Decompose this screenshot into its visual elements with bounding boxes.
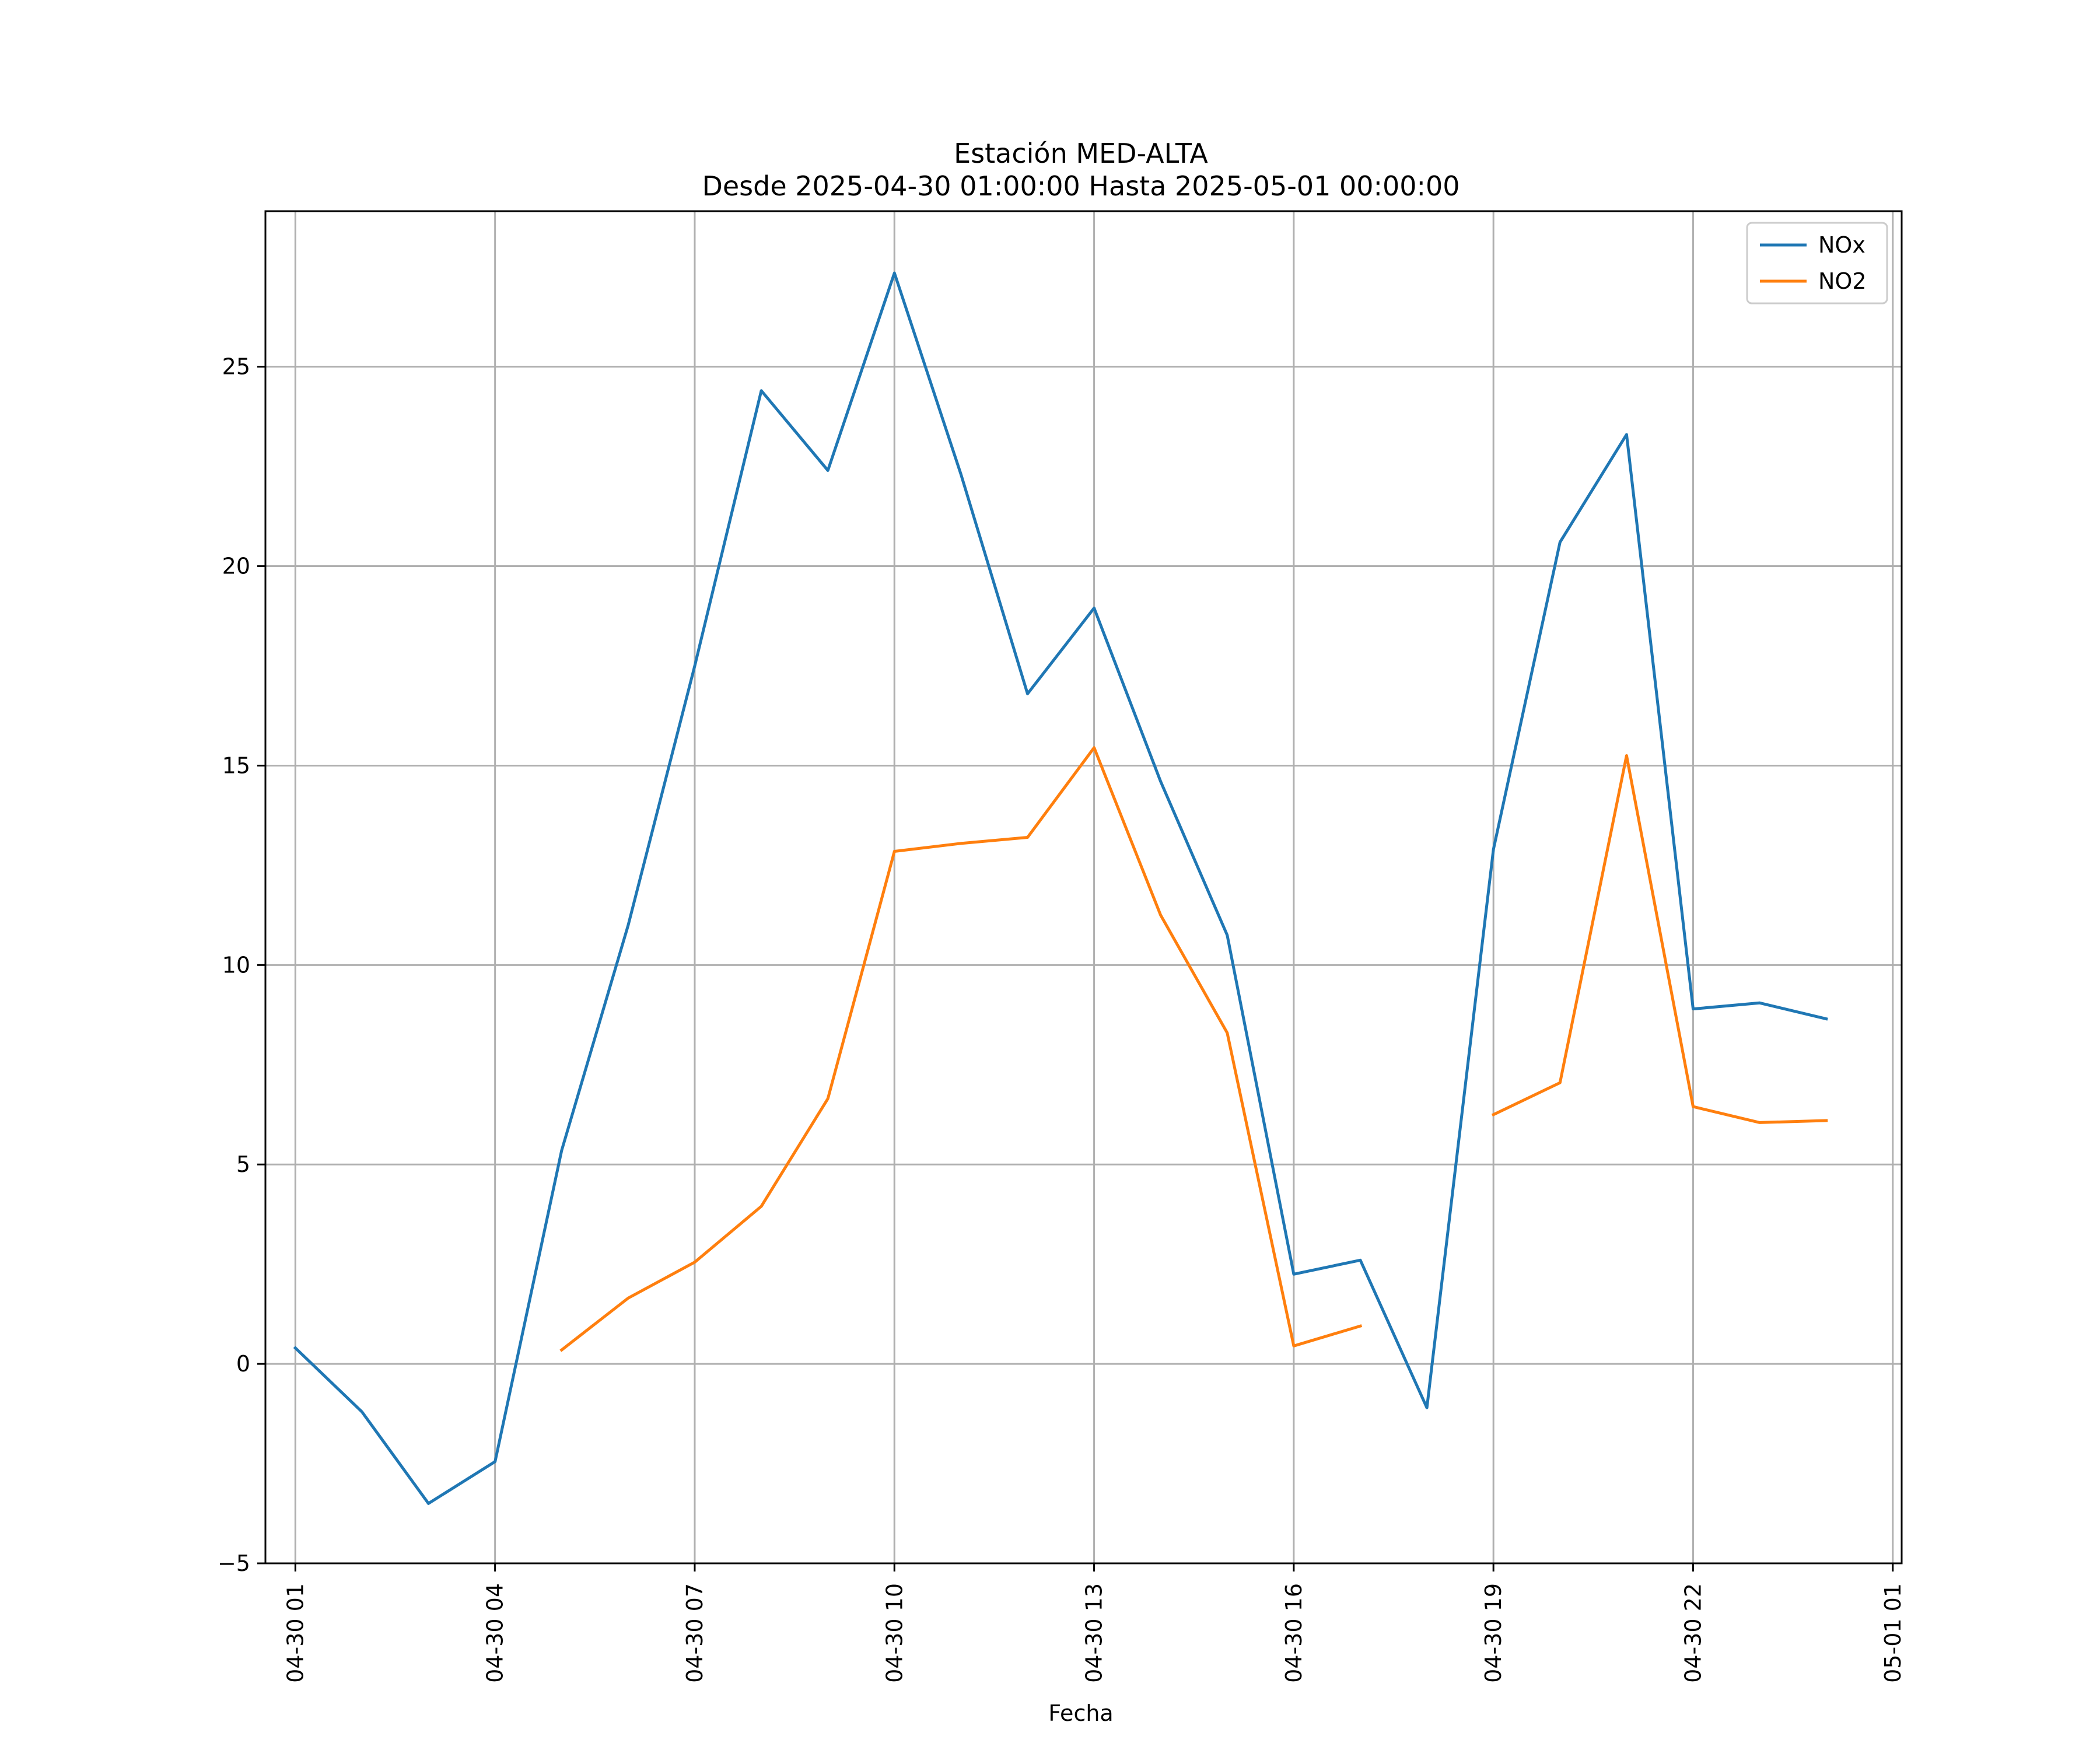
y-tick-label: 25 [222,354,250,380]
x-tick-label: 04-30 16 [1281,1583,1307,1683]
chart-title: Estación MED-ALTA [954,138,1208,169]
x-tick-label: 04-30 07 [682,1583,708,1683]
series-lines [293,271,1828,1505]
chart-subtitle: Desde 2025-04-30 01:00:00 Hasta 2025-05-… [702,170,1460,202]
y-tick-label: −5 [218,1550,250,1576]
y-tick-label: 10 [222,952,250,978]
x-tick-label: 04-30 22 [1680,1583,1706,1683]
plot-area-frame [264,210,1903,1564]
grid [265,211,1902,1564]
y-tick-label: 5 [236,1152,250,1177]
legend-label: NO2 [1818,268,1867,294]
series-line-nox [293,271,1828,1505]
legend-box [1746,222,1888,304]
x-tick-label: 04-30 01 [282,1583,308,1683]
y-tick-label: 15 [222,752,250,778]
y-axis-ticks: −5 0 5 10 15 20 25 [218,354,265,1576]
series-line-no2 [1491,754,1828,1124]
legend: NOx NO2 [1746,222,1888,304]
legend-label: NOx [1818,232,1866,258]
x-tick-label: 04-30 04 [482,1583,508,1683]
x-axis-label: Fecha [1048,1700,1113,1726]
x-tick-label: 04-30 19 [1480,1583,1506,1683]
x-axis-ticks: 04-30 01 04-30 04 04-30 07 04-30 10 04-30 13… [282,1563,1906,1683]
y-tick-label: 20 [222,554,250,579]
series-line-no2 [559,746,1363,1352]
x-tick-label: 05-01 01 [1880,1583,1906,1683]
y-tick-label: 0 [236,1351,250,1377]
x-tick-label: 04-30 13 [1082,1583,1107,1683]
x-tick-label: 04-30 10 [881,1583,907,1683]
